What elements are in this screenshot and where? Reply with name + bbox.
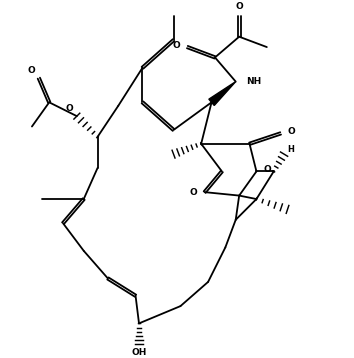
Text: O: O: [287, 127, 295, 136]
Text: O: O: [173, 41, 181, 50]
Text: O: O: [263, 165, 271, 174]
Text: NH: NH: [246, 77, 261, 86]
Text: O: O: [65, 104, 73, 113]
Text: H: H: [287, 145, 295, 154]
Text: O: O: [28, 66, 35, 75]
Text: O: O: [190, 188, 198, 197]
Text: O: O: [235, 2, 243, 11]
Polygon shape: [209, 82, 236, 106]
Text: OH: OH: [131, 348, 147, 357]
